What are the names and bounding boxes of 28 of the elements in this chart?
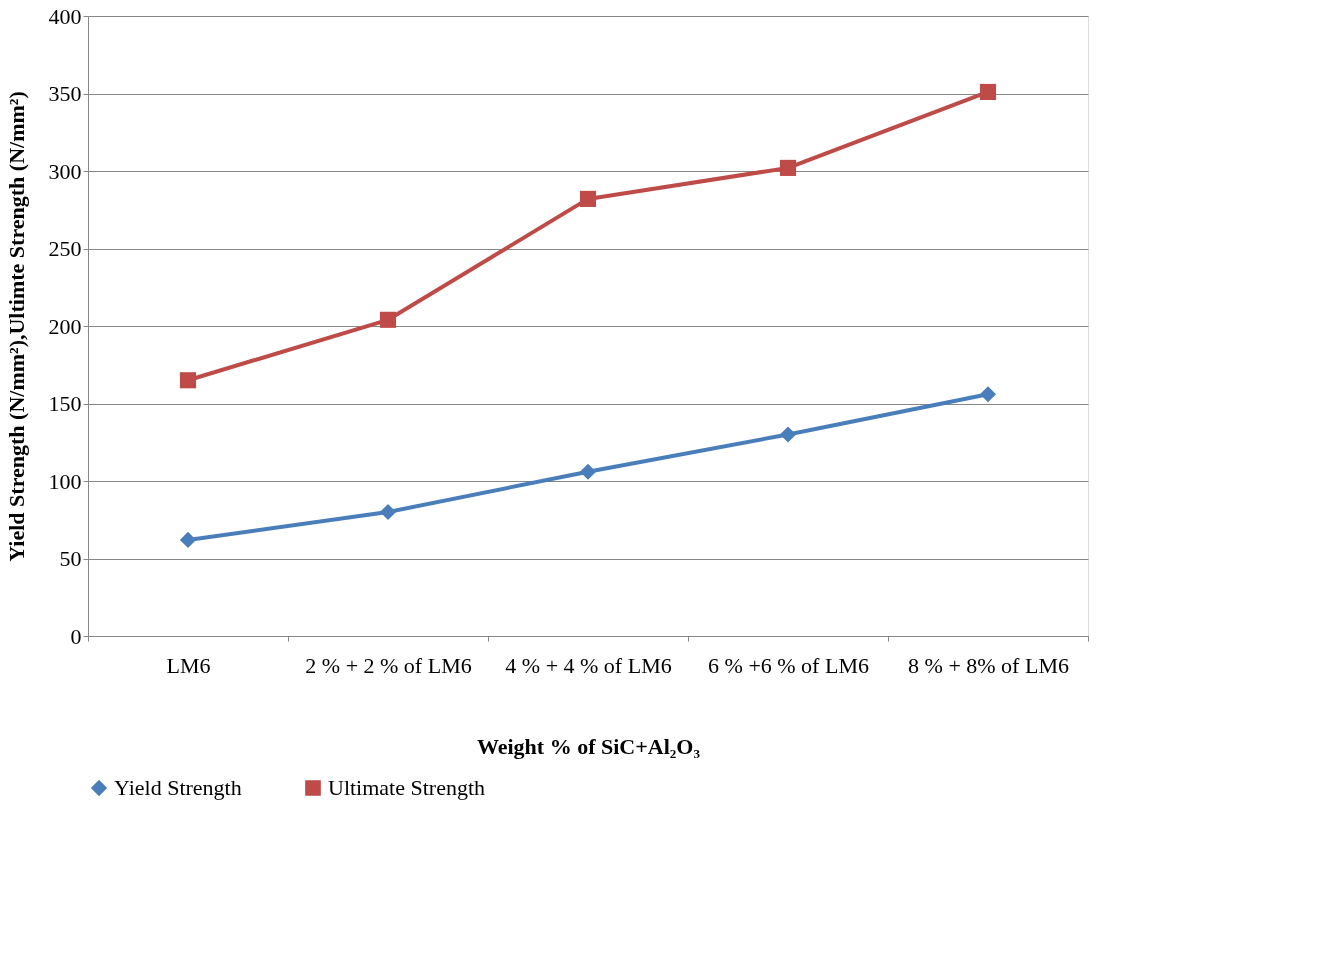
- y-tick-label: 200: [48, 313, 82, 339]
- y-tick-label: 350: [48, 81, 82, 106]
- y-tick-label: 400: [48, 3, 82, 29]
- legend-label: Yield Strength: [114, 775, 242, 800]
- point: [579, 463, 597, 480]
- x-tick-label: 2 % + 2 % of LM6: [305, 652, 472, 678]
- x-tick-label: 6 % +6 % of LM6: [708, 652, 869, 678]
- y-tick-label: 300: [48, 158, 82, 184]
- y-tick-label: 150: [48, 391, 82, 416]
- legend-label: Ultimate Strength: [328, 775, 486, 800]
- y-tick-label: 0: [70, 623, 82, 649]
- point: [979, 386, 997, 403]
- y-tick-label: 100: [48, 468, 82, 494]
- point: [779, 426, 797, 443]
- x-axis-title: Weight % of SiC+Al₂O₃: [476, 733, 701, 759]
- y-tick-label: 50: [59, 546, 82, 571]
- point: [179, 372, 197, 389]
- y-tick-label: 250: [48, 236, 82, 261]
- point: [779, 159, 797, 176]
- y-axis-title: Yield Strength (N/mm²),Ultimte Strength (N/mm²): [3, 91, 29, 562]
- point: [579, 190, 597, 207]
- x-tick-label: 4 % + 4 % of LM6: [505, 652, 672, 678]
- point: [979, 83, 997, 101]
- x-tick-label: LM6: [166, 652, 211, 678]
- x-tick-label: 8 % + 8% of LM6: [908, 652, 1069, 678]
- point: [179, 531, 197, 548]
- point: [379, 503, 397, 521]
- point: [379, 311, 397, 328]
